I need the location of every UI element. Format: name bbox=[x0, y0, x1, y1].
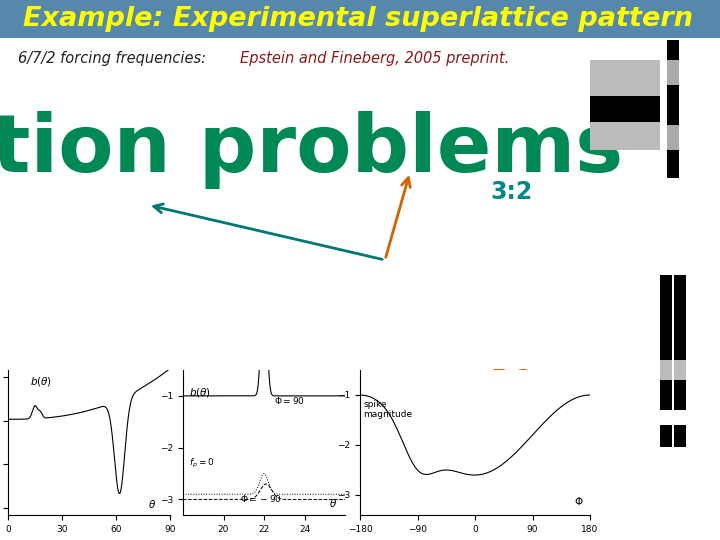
Bar bbox=[660, 380, 672, 410]
Bar bbox=[667, 150, 679, 178]
Bar bbox=[660, 275, 672, 360]
Bar bbox=[667, 60, 679, 85]
Bar bbox=[667, 40, 679, 60]
Bar bbox=[667, 125, 679, 150]
Text: $\Phi=-90$: $\Phi=-90$ bbox=[240, 493, 282, 504]
Text: 6/7/2 forcing frequencies:: 6/7/2 forcing frequencies: bbox=[18, 51, 206, 65]
Text: 5:3: 5:3 bbox=[490, 368, 532, 392]
Bar bbox=[590, 60, 660, 150]
Text: $\Phi$: $\Phi$ bbox=[574, 495, 584, 507]
Text: $f_p=0$: $f_p=0$ bbox=[189, 457, 215, 470]
Text: $\theta$: $\theta$ bbox=[329, 497, 337, 509]
Text: spike
magnitude: spike magnitude bbox=[363, 400, 413, 420]
Text: $b(\theta)$: $b(\theta)$ bbox=[30, 375, 52, 388]
Text: $\theta$: $\theta$ bbox=[148, 498, 156, 510]
Text: $\Phi=90$: $\Phi=90$ bbox=[274, 395, 305, 406]
Text: Example: Experimental superlattice pattern: Example: Experimental superlattice patte… bbox=[23, 6, 693, 32]
Bar bbox=[590, 96, 660, 122]
Bar bbox=[674, 360, 686, 380]
Text: 3:2: 3:2 bbox=[490, 180, 532, 204]
Bar bbox=[0, 0, 720, 38]
Text: tion problems: tion problems bbox=[0, 111, 624, 189]
Bar bbox=[674, 425, 686, 447]
Bar bbox=[660, 410, 672, 425]
Bar bbox=[660, 425, 672, 447]
Bar bbox=[674, 275, 686, 360]
Bar bbox=[674, 410, 686, 425]
Bar bbox=[660, 360, 672, 380]
Text: $b(\theta)$: $b(\theta)$ bbox=[189, 387, 211, 400]
Text: Epstein and Fineberg, 2005 preprint.: Epstein and Fineberg, 2005 preprint. bbox=[240, 51, 509, 65]
Bar bbox=[674, 380, 686, 410]
Bar bbox=[667, 85, 679, 125]
